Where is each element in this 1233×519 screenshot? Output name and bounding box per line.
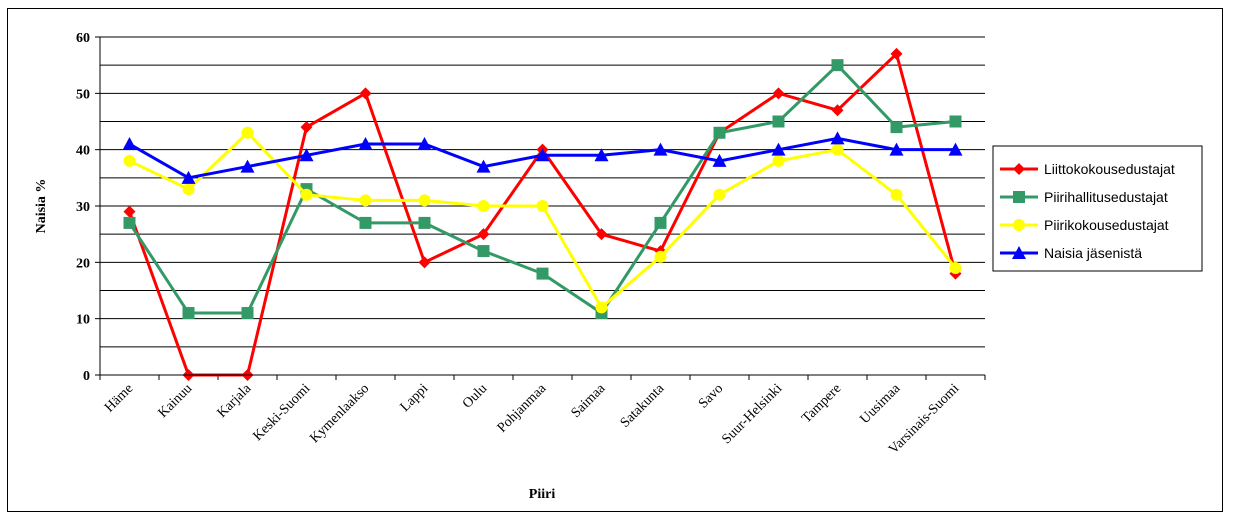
legend-label: Piirikokousedustajat [1044, 217, 1169, 233]
x-tick-label: Häme [102, 381, 136, 415]
data-point [948, 142, 963, 156]
gridlines [100, 36, 985, 348]
x-tick-label: Kymenlaakso [307, 381, 372, 446]
legend-marker [1013, 163, 1025, 175]
y-tick-label: 50 [76, 87, 90, 102]
legend-label: Liittokokousedustajat [1044, 161, 1175, 177]
data-point [122, 137, 137, 151]
data-point [772, 154, 785, 167]
data-point [241, 126, 254, 139]
legend-label: Piirihallitusedustajat [1044, 189, 1168, 205]
series-line [128, 51, 957, 377]
y-axis-ticks: 0 10 20 30 40 50 60 [76, 31, 100, 384]
x-tick-label: Suur-Helsinki [719, 381, 785, 447]
data-point [240, 159, 255, 173]
data-point [299, 148, 314, 162]
series-4 [122, 131, 963, 184]
data-point [653, 142, 668, 156]
x-tick-label: Oulu [460, 381, 490, 411]
data-point [949, 261, 962, 274]
data-point [418, 256, 431, 269]
x-tick-label: Kainuu [156, 381, 196, 421]
data-point [654, 250, 667, 263]
data-point [712, 153, 727, 167]
data-point [654, 216, 667, 229]
data-point [949, 115, 962, 128]
data-point [359, 87, 372, 100]
y-tick-label: 10 [76, 313, 90, 328]
data-point [890, 47, 903, 60]
data-point [300, 188, 313, 201]
data-point [123, 216, 136, 229]
x-tick-label: Uusimaa [858, 381, 904, 427]
data-point [476, 159, 491, 173]
data-point [890, 188, 903, 201]
x-tick-label: Keski-Suomi [250, 381, 313, 444]
data-point [182, 307, 195, 320]
data-point [300, 121, 313, 134]
legend-label: Naisia jäsenistä [1044, 245, 1142, 261]
y-tick-label: 30 [76, 200, 90, 215]
data-point [595, 228, 608, 241]
x-axis-title: Piiri [529, 487, 556, 502]
data-point [595, 301, 608, 314]
data-point [535, 148, 550, 162]
x-tick-label: Saimaa [569, 381, 609, 421]
legend-marker [1013, 219, 1025, 231]
data-point [181, 170, 196, 184]
legend-box [992, 145, 1203, 272]
x-tick-label: Karjala [215, 381, 255, 421]
y-tick-label: 0 [83, 369, 90, 384]
x-tick-label: Pohjanmaa [495, 381, 550, 436]
data-point [477, 245, 490, 258]
series-group [122, 47, 963, 381]
data-point [536, 267, 549, 280]
y-tick-label: 20 [76, 256, 90, 271]
data-point [713, 126, 726, 139]
data-point [536, 200, 549, 212]
data-point [772, 87, 785, 100]
x-tick-label: Satakunta [618, 381, 668, 431]
series-3 [123, 126, 962, 314]
data-point [477, 228, 490, 241]
data-point [772, 115, 785, 128]
legend-marker [1012, 246, 1026, 259]
data-point [123, 205, 136, 218]
data-point [477, 200, 490, 212]
y-axis-title: Naisia % [34, 179, 49, 234]
data-point [713, 188, 726, 201]
data-point [241, 307, 254, 320]
data-point [182, 183, 195, 196]
data-point [889, 142, 904, 156]
x-tick-label: Lappi [398, 381, 432, 415]
y-tick-label: 60 [76, 31, 90, 46]
data-point [123, 154, 136, 167]
data-point [359, 194, 372, 207]
data-point [890, 121, 903, 134]
data-point [830, 131, 845, 145]
data-point [831, 104, 844, 117]
series-2 [123, 59, 962, 320]
series-1 [123, 47, 962, 381]
data-point [417, 137, 432, 151]
y-tick-label: 40 [76, 144, 90, 159]
legend-marker [1013, 191, 1025, 203]
data-point [418, 216, 431, 229]
data-point [771, 142, 786, 156]
data-point [358, 137, 373, 151]
data-point [418, 194, 431, 207]
data-point [831, 59, 844, 72]
data-point [359, 216, 372, 229]
x-tick-label: Tampere [799, 381, 844, 426]
data-point [594, 148, 609, 162]
x-tick-label: Savo [696, 381, 726, 411]
data-point [831, 143, 844, 156]
legend: Liittokokousedustajat Piirihallitusedusta… [992, 145, 1203, 272]
